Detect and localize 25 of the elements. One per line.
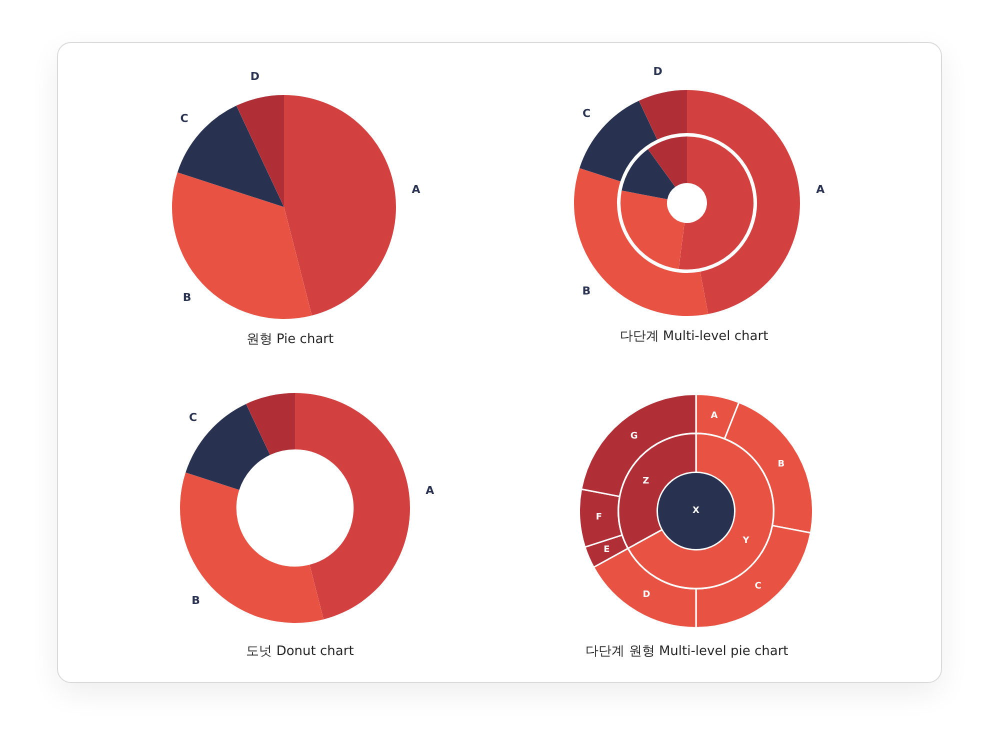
slice-label: A bbox=[710, 410, 718, 421]
slice-label: F bbox=[596, 512, 602, 522]
slice-label: B bbox=[182, 290, 192, 304]
slice-label: C bbox=[582, 107, 591, 120]
slice-label: C bbox=[754, 581, 762, 592]
text: 원형 Pie chart bbox=[245, 332, 335, 348]
slice-label: G bbox=[630, 431, 638, 442]
text: 다단계 Multi-level chart bbox=[618, 329, 770, 345]
slice-label: Y bbox=[742, 536, 750, 546]
slice-label: B bbox=[192, 594, 200, 607]
slice-label: B bbox=[582, 284, 591, 298]
slice-label: D bbox=[250, 70, 260, 84]
slice-label: A bbox=[816, 183, 826, 196]
text: 다단계 원형 Multi-level pie chart bbox=[584, 644, 790, 660]
slice-label: B bbox=[778, 459, 785, 470]
slice-label: C bbox=[180, 112, 188, 125]
slice-label: E bbox=[604, 544, 610, 555]
slice-label: A bbox=[426, 484, 435, 497]
text: 도넛 Donut chart bbox=[245, 644, 355, 660]
text: X bbox=[692, 506, 700, 516]
slice-label: D bbox=[653, 65, 662, 78]
slice-label: A bbox=[412, 183, 421, 196]
slice-label: C bbox=[188, 410, 198, 424]
slice-label: Z bbox=[642, 476, 650, 487]
slice-label: D bbox=[642, 590, 650, 600]
